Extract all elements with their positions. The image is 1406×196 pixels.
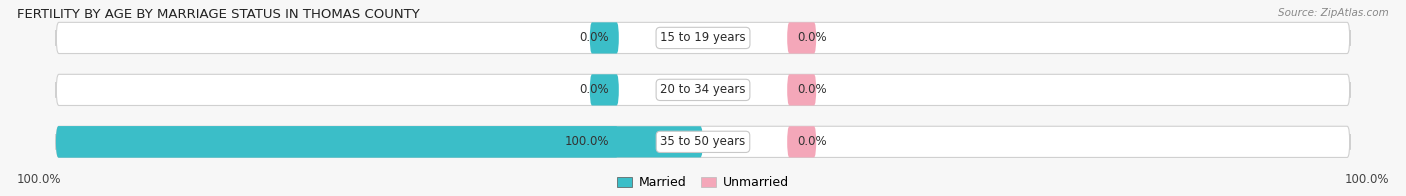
Text: 100.0%: 100.0% xyxy=(1344,173,1389,186)
FancyBboxPatch shape xyxy=(56,126,703,157)
Text: 0.0%: 0.0% xyxy=(797,83,827,96)
Text: 0.0%: 0.0% xyxy=(579,83,609,96)
Text: 0.0%: 0.0% xyxy=(797,31,827,44)
FancyBboxPatch shape xyxy=(787,126,817,157)
FancyBboxPatch shape xyxy=(56,22,1350,54)
Text: 0.0%: 0.0% xyxy=(579,31,609,44)
FancyBboxPatch shape xyxy=(56,126,619,157)
Text: Source: ZipAtlas.com: Source: ZipAtlas.com xyxy=(1278,8,1389,18)
Text: 35 to 50 years: 35 to 50 years xyxy=(661,135,745,148)
Text: 0.0%: 0.0% xyxy=(797,135,827,148)
Text: FERTILITY BY AGE BY MARRIAGE STATUS IN THOMAS COUNTY: FERTILITY BY AGE BY MARRIAGE STATUS IN T… xyxy=(17,8,419,21)
Text: 20 to 34 years: 20 to 34 years xyxy=(661,83,745,96)
FancyBboxPatch shape xyxy=(56,126,1350,157)
Text: 15 to 19 years: 15 to 19 years xyxy=(661,31,745,44)
FancyBboxPatch shape xyxy=(589,22,619,54)
Legend: Married, Unmarried: Married, Unmarried xyxy=(612,171,794,194)
FancyBboxPatch shape xyxy=(787,74,817,105)
FancyBboxPatch shape xyxy=(787,22,817,54)
FancyBboxPatch shape xyxy=(56,74,1350,105)
FancyBboxPatch shape xyxy=(589,74,619,105)
Text: 100.0%: 100.0% xyxy=(17,173,62,186)
Text: 100.0%: 100.0% xyxy=(565,135,609,148)
